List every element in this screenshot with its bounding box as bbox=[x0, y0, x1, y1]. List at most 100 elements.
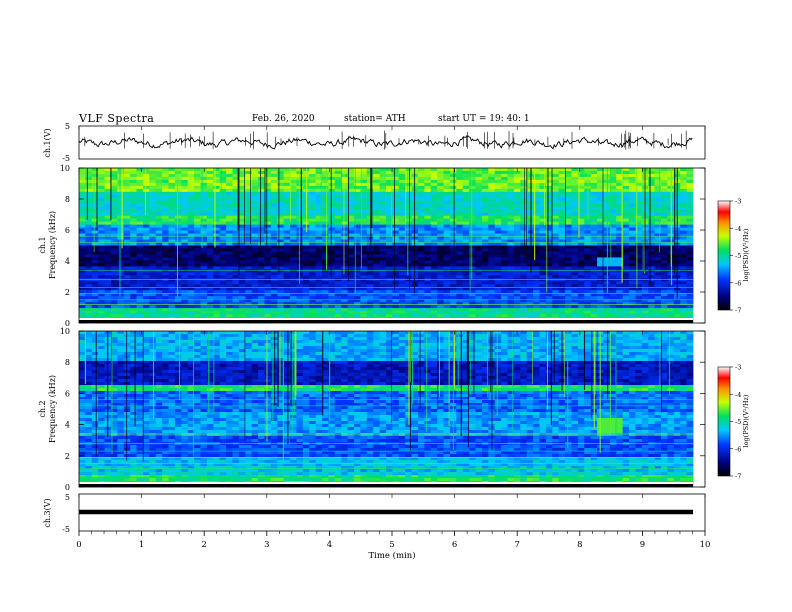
spectrogram-cell bbox=[616, 236, 624, 240]
spectrogram-cell bbox=[206, 242, 214, 246]
spectrogram-cell bbox=[501, 302, 508, 306]
spectrogram-cell bbox=[238, 233, 246, 237]
spectrogram-cell bbox=[481, 215, 489, 220]
spectrogram-cell bbox=[162, 263, 169, 267]
spectrogram-cell bbox=[424, 242, 432, 246]
spectrogram-cell bbox=[341, 248, 349, 252]
spectrogram-cell bbox=[187, 242, 195, 246]
spectrogram-cell bbox=[117, 278, 125, 282]
spectrogram-cell bbox=[507, 236, 515, 240]
spectrogram-cell bbox=[558, 179, 566, 184]
spectrogram-cell bbox=[469, 293, 476, 297]
spectrogram-cell bbox=[680, 206, 688, 211]
spectrogram-cell bbox=[200, 311, 208, 315]
spectrogram-cell bbox=[194, 170, 201, 175]
spectrogram-cell bbox=[661, 287, 668, 291]
spectrogram-cell bbox=[661, 260, 668, 264]
spectrogram-cell bbox=[110, 278, 118, 282]
spectrogram-cell bbox=[648, 278, 656, 282]
spectrogram-cell bbox=[200, 257, 208, 261]
spectrogram-cell bbox=[238, 263, 246, 267]
spectrogram-cell bbox=[507, 239, 515, 243]
spectrogram-cell bbox=[194, 209, 201, 214]
spectrogram-cell bbox=[194, 269, 201, 273]
spectrogram-cell bbox=[206, 311, 214, 315]
spectrogram-cell bbox=[283, 296, 291, 300]
spectrogram-cell bbox=[283, 221, 291, 226]
spectrogram-cell bbox=[424, 305, 432, 309]
spectrogram-cell bbox=[475, 194, 483, 199]
spectrogram-cell bbox=[424, 278, 432, 282]
spectrogram-cell bbox=[667, 269, 675, 273]
spectrogram-cell bbox=[552, 245, 560, 249]
spectrogram-cell bbox=[661, 203, 668, 208]
spectrogram-cell bbox=[79, 263, 86, 267]
spectrogram-cell bbox=[328, 197, 336, 202]
spectrogram-cell bbox=[232, 206, 240, 211]
spectrogram-cell bbox=[162, 272, 169, 276]
spectrogram-cell bbox=[481, 236, 489, 240]
spectrogram-cell bbox=[79, 170, 86, 175]
spectrogram-cell bbox=[373, 275, 381, 279]
spectrogram-cell bbox=[315, 215, 323, 220]
spectrogram-cell bbox=[417, 260, 425, 264]
spectrogram-cell bbox=[296, 245, 304, 249]
spectrogram-cell bbox=[654, 173, 662, 178]
spectrogram-cell bbox=[603, 185, 611, 190]
spectrogram-cell bbox=[238, 209, 246, 214]
spectrogram-cell bbox=[283, 176, 291, 181]
spectrogram-cell bbox=[130, 206, 137, 211]
spectrogram-cell bbox=[577, 179, 585, 184]
spectrogram-cell bbox=[680, 290, 688, 294]
spectrogram-cell bbox=[91, 245, 99, 249]
spectrogram-cell bbox=[347, 221, 355, 226]
spectrogram-cell bbox=[635, 275, 643, 279]
spectrogram-cell bbox=[98, 230, 105, 234]
spectrogram-cell bbox=[117, 254, 125, 258]
spectrogram-cell bbox=[405, 296, 412, 300]
spectrogram-cell bbox=[328, 173, 336, 178]
spectrogram-cell bbox=[654, 236, 662, 240]
spectrogram-cell bbox=[501, 233, 508, 237]
spectrogram-cell bbox=[488, 293, 496, 297]
spectrogram-cell bbox=[341, 299, 349, 303]
spectrogram-cell bbox=[366, 179, 374, 184]
spectrogram-cell bbox=[469, 206, 476, 211]
spectrogram-cell bbox=[629, 305, 636, 309]
spectrogram-cell bbox=[174, 194, 182, 199]
spectrogram-cell bbox=[296, 269, 304, 273]
spectrogram-cell bbox=[117, 188, 125, 193]
spectrogram-cell bbox=[661, 188, 668, 193]
spectrogram-cell bbox=[85, 290, 93, 294]
spectrogram-cell bbox=[609, 245, 617, 249]
spectrogram-cell bbox=[168, 185, 176, 190]
spectrogram-cell bbox=[552, 272, 560, 276]
spectrogram-cell bbox=[597, 218, 604, 223]
spectrogram-cell bbox=[283, 173, 291, 178]
spectrogram-cell bbox=[130, 179, 137, 184]
spectrogram-cell bbox=[219, 179, 227, 184]
spectrogram-cell bbox=[168, 221, 176, 226]
spectrogram-cell bbox=[290, 305, 297, 309]
spectrogram-cell bbox=[117, 284, 125, 288]
spectrogram-cell bbox=[104, 239, 112, 243]
spectrogram-cell bbox=[334, 206, 342, 211]
spectrogram-cell bbox=[79, 308, 86, 312]
spectrogram-cell bbox=[270, 209, 278, 214]
spectrogram-cell bbox=[219, 236, 227, 240]
spectrogram-cell bbox=[392, 170, 400, 175]
spectrogram-cell bbox=[187, 173, 195, 178]
spectrogram-cell bbox=[251, 227, 259, 231]
spectrogram-cell bbox=[322, 251, 329, 255]
spectrogram-cell bbox=[469, 191, 476, 196]
spectrogram-cell bbox=[277, 290, 285, 294]
spectrogram-cell bbox=[245, 206, 253, 211]
spectrogram-cell bbox=[520, 254, 528, 258]
spectrogram-cell bbox=[251, 168, 259, 172]
spectrogram-cell bbox=[277, 173, 285, 178]
spectrogram-cell bbox=[130, 203, 137, 208]
spectrogram-cell bbox=[213, 260, 221, 264]
spectrogram-cell bbox=[571, 206, 579, 211]
spectrogram-cell bbox=[232, 194, 240, 199]
spectrogram-cell bbox=[104, 218, 112, 223]
